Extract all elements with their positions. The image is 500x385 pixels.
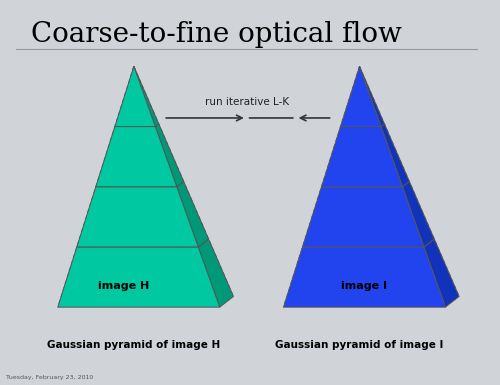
Polygon shape [284, 247, 446, 307]
Polygon shape [302, 187, 424, 247]
Polygon shape [177, 181, 208, 247]
Text: image I: image I [342, 281, 388, 291]
Polygon shape [58, 247, 220, 307]
Text: Gaussian pyramid of image I: Gaussian pyramid of image I [276, 340, 444, 350]
Polygon shape [115, 124, 158, 127]
Text: run iterative L-K: run iterative L-K [204, 97, 289, 107]
Polygon shape [302, 239, 434, 247]
Polygon shape [198, 239, 234, 307]
Polygon shape [96, 181, 184, 187]
Text: image H: image H [98, 281, 150, 291]
Polygon shape [402, 181, 434, 247]
Polygon shape [115, 66, 156, 127]
Text: Tuesday, February 23, 2010: Tuesday, February 23, 2010 [6, 375, 94, 380]
Polygon shape [322, 127, 402, 187]
Polygon shape [340, 124, 384, 127]
Polygon shape [156, 124, 184, 187]
Polygon shape [77, 239, 208, 247]
Text: Coarse-to-fine optical flow: Coarse-to-fine optical flow [31, 20, 402, 47]
Polygon shape [360, 66, 384, 127]
Polygon shape [77, 187, 198, 247]
Polygon shape [381, 124, 410, 187]
Polygon shape [134, 66, 158, 127]
Polygon shape [340, 66, 381, 127]
Polygon shape [424, 239, 459, 307]
Polygon shape [96, 127, 177, 187]
Polygon shape [322, 181, 410, 187]
Text: Gaussian pyramid of image H: Gaussian pyramid of image H [47, 340, 220, 350]
